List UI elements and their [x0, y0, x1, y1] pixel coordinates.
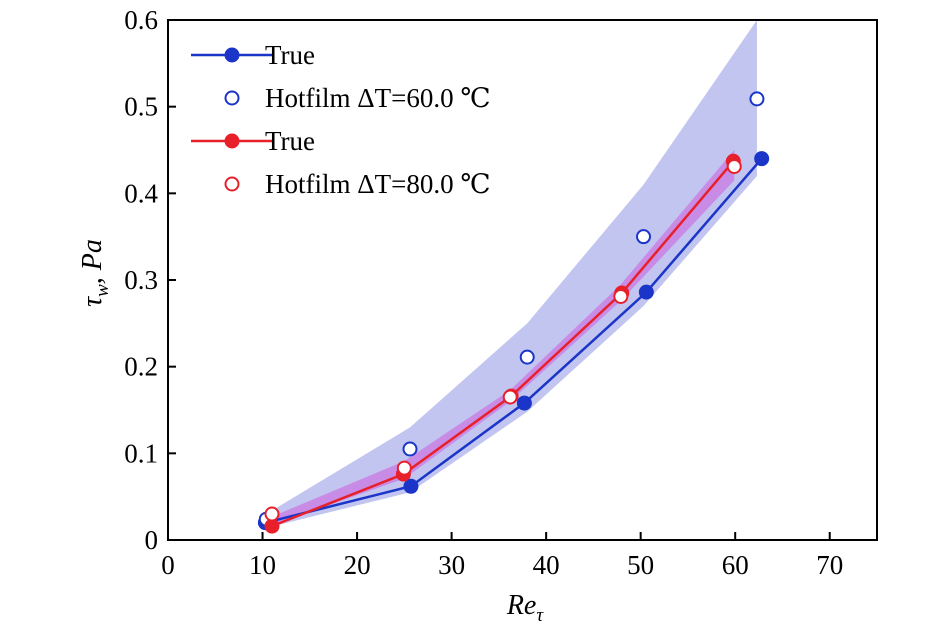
- uncertainty-band-1: [266, 20, 757, 528]
- x-tick-label: 30: [438, 550, 465, 580]
- y-tick-label: 0.1: [124, 438, 158, 468]
- y-tick-label: 0.6: [124, 5, 158, 35]
- series-point-1: [636, 229, 652, 245]
- uncertainty-bands: [266, 20, 757, 528]
- x-axis-ticks: 0 10 20 30 40 50 60 70: [161, 532, 843, 580]
- series-points: [257, 91, 770, 534]
- x-tick-label: 70: [816, 550, 843, 580]
- series-point-3: [726, 158, 742, 174]
- x-tick-label: 0: [161, 550, 175, 580]
- x-tick-label: 60: [722, 550, 749, 580]
- series-point-3: [396, 460, 412, 476]
- series-point-3: [613, 288, 629, 304]
- legend-marker-2: [224, 133, 240, 149]
- y-axis-ticks: 0 0.1 0.2 0.3 0.4 0.5 0.6: [124, 5, 176, 555]
- legend-label-2: True: [265, 126, 315, 156]
- y-tick-label: 0.3: [124, 265, 158, 295]
- series-point-0: [638, 284, 654, 300]
- x-tick-label: 40: [533, 550, 560, 580]
- legend-marker-1: [224, 90, 240, 106]
- y-tick-label: 0.2: [124, 352, 158, 382]
- legend-marker-0: [224, 47, 240, 63]
- series-point-0: [403, 478, 419, 494]
- series-point-1: [749, 91, 765, 107]
- series-point-3: [502, 389, 518, 405]
- legend-label-3: Hotfilm ΔT=80.0 ℃: [265, 169, 491, 199]
- legend-label-0: True: [265, 40, 315, 70]
- y-tick-label: 0: [145, 525, 159, 555]
- legend-label-1: Hotfilm ΔT=60.0 ℃: [265, 83, 491, 113]
- legend: True Hotfilm ΔT=60.0 ℃ True Hotfilm ΔT=80.0…: [191, 40, 491, 199]
- series-point-0: [516, 395, 532, 411]
- y-tick-label: 0.5: [124, 92, 158, 122]
- x-tick-label: 50: [627, 550, 654, 580]
- series-point-0: [754, 151, 770, 167]
- series-point-1: [402, 441, 418, 457]
- y-tick-label: 0.4: [124, 178, 158, 208]
- series-point-1: [519, 349, 535, 365]
- x-tick-label: 20: [344, 550, 371, 580]
- legend-marker-3: [224, 176, 240, 192]
- y-axis-title: τw, Pa: [77, 239, 113, 307]
- x-axis-title: Reτ: [506, 590, 545, 626]
- series-point-3: [264, 506, 280, 522]
- x-tick-label: 10: [249, 550, 276, 580]
